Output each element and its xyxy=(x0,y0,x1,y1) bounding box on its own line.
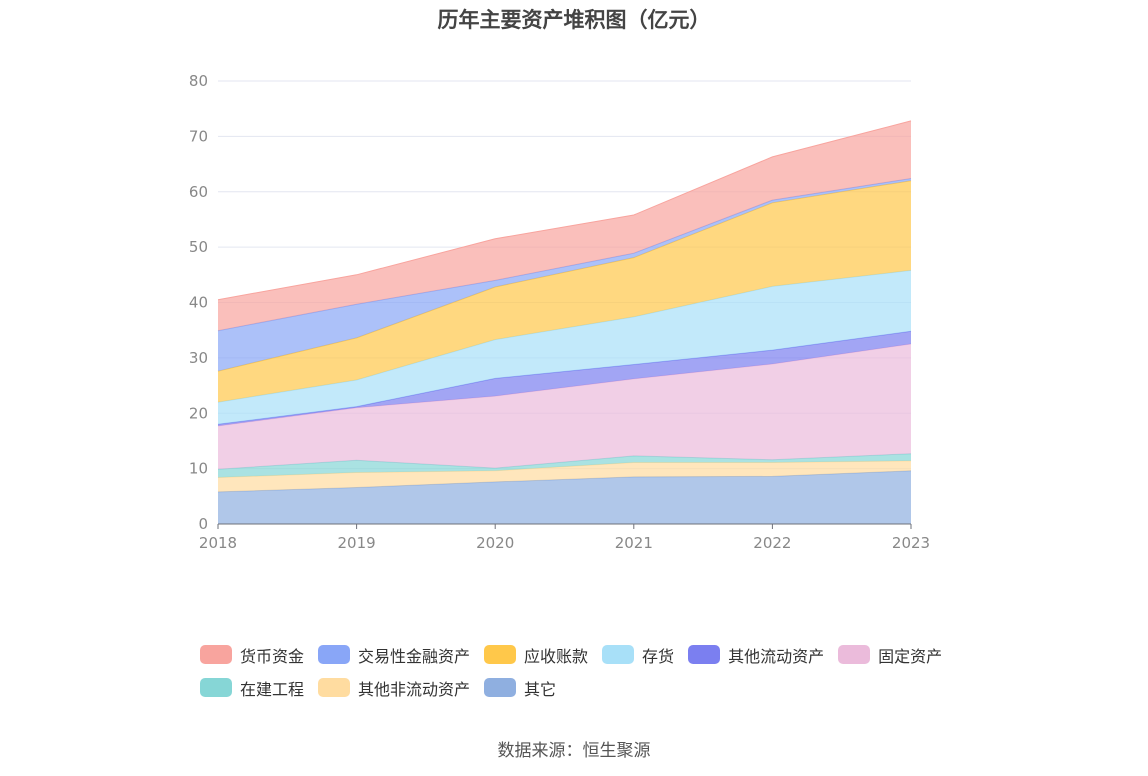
area-series-line xyxy=(217,120,912,301)
legend-swatch xyxy=(200,678,232,697)
legend-row: 货币资金 交易性金融资产 应收账款 存货 其他流动资产 固定资产 xyxy=(200,638,1000,671)
x-tick-label: 2021 xyxy=(615,534,653,552)
legend-item[interactable]: 交易性金融资产 xyxy=(318,643,470,667)
legend-label: 其他流动资产 xyxy=(728,646,825,666)
y-tick-label: 30 xyxy=(189,349,208,367)
area-series xyxy=(218,120,911,331)
x-tick-label: 2020 xyxy=(476,534,514,552)
legend-swatch xyxy=(484,645,517,664)
y-tick-label: 10 xyxy=(189,460,208,478)
legend-label: 应收账款 xyxy=(524,646,589,666)
legend-item[interactable]: 其它 xyxy=(484,676,556,700)
legend-label: 其他非流动资产 xyxy=(358,679,471,699)
area-series xyxy=(218,331,911,426)
legend-label: 货币资金 xyxy=(240,646,305,666)
y-tick-label: 20 xyxy=(189,404,208,422)
x-tick-label: 2023 xyxy=(892,534,930,552)
legend-label: 固定资产 xyxy=(878,646,943,666)
legend-row: 在建工程 其他非流动资产 其它 xyxy=(200,671,1000,704)
x-tick-label: 2019 xyxy=(338,534,376,552)
y-tick-label: 60 xyxy=(189,183,208,201)
legend-swatch xyxy=(602,645,635,664)
legend-swatch xyxy=(318,645,351,664)
y-tick-label: 50 xyxy=(189,238,208,256)
legend-item[interactable]: 在建工程 xyxy=(200,676,304,700)
x-tick-label: 2022 xyxy=(753,534,791,552)
legend-item[interactable]: 应收账款 xyxy=(484,643,588,667)
legend-label: 存货 xyxy=(642,646,675,666)
y-tick-label: 70 xyxy=(189,127,208,145)
y-tick-label: 80 xyxy=(189,72,208,90)
y-tick-label: 0 xyxy=(198,515,208,533)
area-series xyxy=(218,270,911,425)
area-series xyxy=(218,453,911,478)
legend-swatch xyxy=(200,645,232,664)
legend-label: 其它 xyxy=(524,679,557,699)
legend-item[interactable]: 固定资产 xyxy=(838,643,942,667)
area-series xyxy=(218,460,911,492)
legend-label: 交易性金融资产 xyxy=(358,646,471,666)
legend-swatch xyxy=(688,645,721,664)
legend-swatch xyxy=(318,678,351,697)
legend-item[interactable]: 其他流动资产 xyxy=(688,643,824,667)
legend-item[interactable]: 其他非流动资产 xyxy=(318,676,470,700)
area-series xyxy=(218,178,911,372)
legend-item[interactable]: 货币资金 xyxy=(200,643,304,667)
x-tick-label: 2018 xyxy=(199,534,237,552)
area-series xyxy=(218,180,911,403)
legend-swatch xyxy=(484,678,517,697)
y-tick-label: 40 xyxy=(189,294,208,312)
chart-title: 历年主要资产堆积图（亿元） xyxy=(437,8,711,32)
stacked-area-chart: 0 10 20 30 40 50 60 70 80 2018 2019 2020 2021 2022 202… xyxy=(189,72,930,552)
area-series xyxy=(218,344,911,470)
legend: 货币资金 交易性金融资产 应收账款 存货 其他流动资产 固定资产在建工程 其他非流动资产 其它 xyxy=(200,638,1000,704)
legend-swatch xyxy=(838,645,871,664)
legend-item[interactable]: 存货 xyxy=(602,643,674,667)
data-source: 数据来源：恒生聚源 xyxy=(497,741,651,761)
legend-label: 在建工程 xyxy=(240,679,305,699)
area-series xyxy=(218,470,911,524)
